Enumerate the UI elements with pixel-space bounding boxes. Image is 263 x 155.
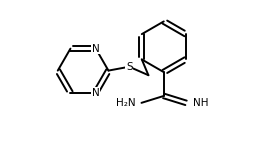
Text: S: S [126, 62, 133, 72]
Text: H₂N: H₂N [116, 98, 135, 108]
Text: N: N [92, 88, 100, 97]
Text: NH: NH [193, 98, 209, 108]
Text: N: N [92, 44, 100, 54]
